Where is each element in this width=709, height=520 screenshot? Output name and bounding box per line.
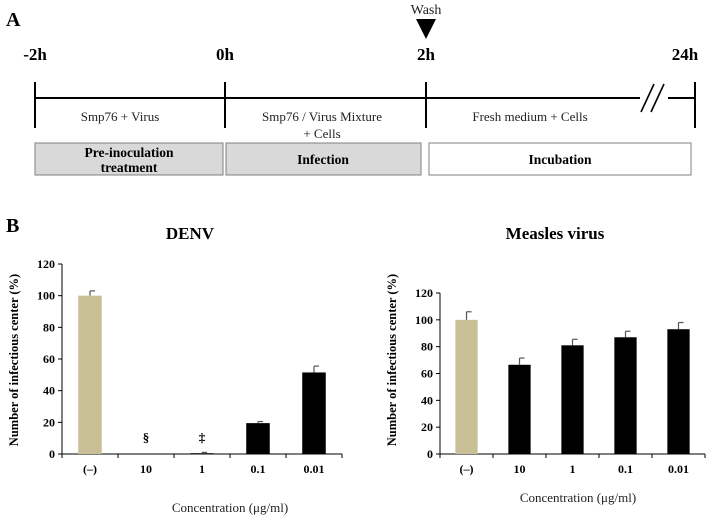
measles-y-tick-label: 20	[421, 420, 433, 434]
panel-b-letter: B	[6, 215, 19, 237]
segment-text-incubation: Fresh medium + Cells	[472, 109, 587, 124]
timeline-break-gap	[640, 84, 668, 112]
denv-error-bar	[257, 420, 263, 424]
phase-box-incubation	[428, 142, 692, 176]
denv-x-tick-label: (–)	[83, 462, 97, 476]
panel-a-letter: A	[6, 9, 21, 31]
denv-y-tick-label: 120	[37, 257, 55, 271]
measles-y-tick-label: 100	[415, 313, 433, 327]
phase-box-pre-inoculation	[34, 142, 224, 176]
denv-x-tick-label: 0.1	[251, 462, 266, 476]
measles-bar	[614, 337, 637, 454]
measles-x-tick-label: 10	[514, 462, 526, 476]
phase-label-incubation: Incubation	[528, 152, 592, 167]
wash-label: Wash	[411, 3, 442, 18]
phase-label-pre-inoculation-line2: treatment	[101, 160, 158, 175]
measles-bar	[561, 345, 584, 454]
measles-y-tick-label: 40	[421, 393, 433, 407]
denv-chart-title: DENV	[166, 224, 215, 243]
measles-x-tick-label: (–)	[460, 462, 474, 476]
measles-bar	[667, 329, 690, 454]
denv-y-tick-label: 40	[43, 384, 55, 398]
measles-error-bar	[465, 311, 472, 320]
denv-y-axis-label: Number of infectious center (%)	[7, 274, 21, 446]
measles-error-bar	[624, 330, 631, 338]
denv-x-tick-label: 10	[140, 462, 152, 476]
measles-chart-title: Measles virus	[506, 224, 605, 243]
panel-a: A Wash -2h 0h 2h 24h Smp76 + Virus Smp76…	[6, 3, 699, 176]
denv-error-bar	[201, 451, 207, 454]
measles-bar	[455, 319, 478, 454]
segment-text-infection-line1: Smp76 / Virus Mixture	[262, 109, 382, 124]
denv-y-tick-label: 20	[43, 415, 55, 429]
denv-bar	[246, 423, 270, 454]
timeline-break-mark-1	[640, 83, 655, 113]
denv-bar	[302, 372, 326, 454]
measles-y-tick-label: 60	[421, 367, 433, 381]
denv-significance-annotation: §	[143, 430, 150, 445]
denv-error-bar	[89, 290, 95, 296]
measles-x-tick-label: 0.1	[618, 462, 633, 476]
measles-y-tick-label: 0	[427, 447, 433, 461]
phase-box-infection	[225, 142, 422, 176]
time-label-minus2h: -2h	[23, 45, 47, 64]
measles-x-tick-label: 0.01	[668, 462, 689, 476]
denv-significance-annotation: ‡	[199, 430, 206, 445]
chart-measles: Measles virus Number of infectious center…	[385, 224, 706, 505]
measles-bar	[508, 364, 531, 454]
denv-y-tick-label: 60	[43, 352, 55, 366]
denv-x-tick-label: 1	[199, 462, 205, 476]
chart-denv: DENV Number of infectious center (%) Conce…	[7, 224, 343, 515]
measles-error-bar	[571, 338, 578, 346]
measles-y-tick-label: 80	[421, 340, 433, 354]
measles-y-tick-label: 120	[415, 286, 433, 300]
time-label-24h: 24h	[672, 45, 699, 64]
denv-bar	[190, 453, 214, 454]
denv-x-axis-label: Concentration (μg/ml)	[172, 500, 288, 515]
phase-label-pre-inoculation-line1: Pre-inoculation	[85, 145, 174, 160]
measles-error-bar	[677, 321, 684, 330]
measles-error-bar	[518, 357, 525, 365]
wash-arrow-icon	[416, 19, 436, 39]
time-label-2h: 2h	[417, 45, 436, 64]
denv-bar	[78, 295, 102, 454]
denv-y-tick-label: 0	[49, 447, 55, 461]
timeline-break-mark-2	[650, 83, 665, 113]
denv-error-bar	[313, 365, 319, 373]
segment-text-infection-line2: + Cells	[303, 126, 340, 141]
denv-y-tick-label: 100	[37, 289, 55, 303]
measles-y-axis-label: Number of infectious center (%)	[385, 274, 399, 446]
measles-x-axis-label: Concentration (μg/ml)	[520, 490, 636, 505]
panel-b: B DENV Number of infectious center (%) Con…	[6, 215, 706, 515]
phase-label-infection: Infection	[297, 152, 349, 167]
time-label-0h: 0h	[216, 45, 235, 64]
segment-text-pretreatment: Smp76 + Virus	[81, 109, 160, 124]
measles-x-tick-label: 1	[570, 462, 576, 476]
denv-x-tick-label: 0.01	[304, 462, 325, 476]
denv-y-tick-label: 80	[43, 320, 55, 334]
